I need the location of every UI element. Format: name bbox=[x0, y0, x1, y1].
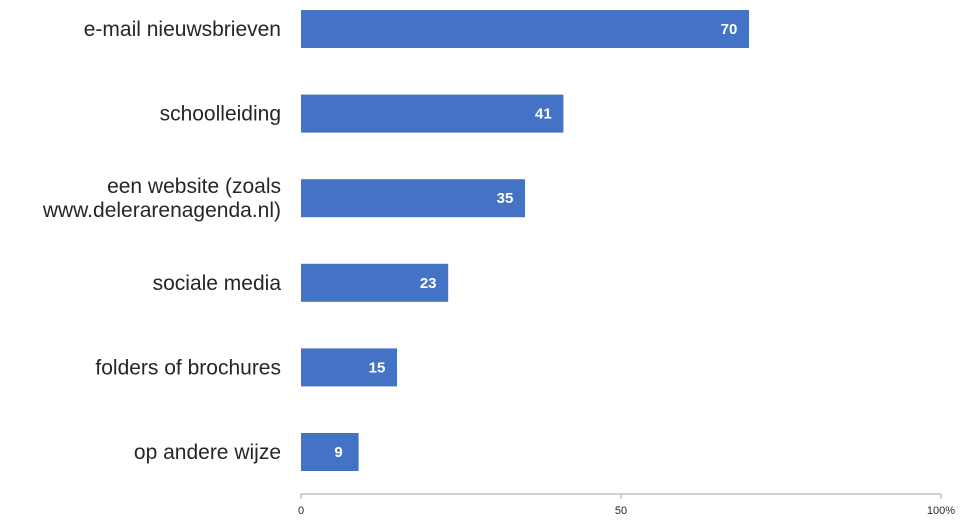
data-label: 41 bbox=[535, 106, 552, 123]
x-axis: 0 50 100% bbox=[298, 493, 955, 517]
bar bbox=[301, 94, 564, 133]
category-label: een website (zoals bbox=[107, 175, 281, 198]
x-tick-label: 100% bbox=[927, 505, 955, 517]
bar bbox=[301, 433, 359, 471]
category-label: folders of brochures bbox=[95, 356, 281, 379]
category-labels-layer: e-mail nieuwsbrieven schoolleiding een web… bbox=[42, 18, 281, 464]
category-label: e-mail nieuwsbrieven bbox=[84, 18, 281, 41]
data-label: 15 bbox=[369, 359, 386, 376]
x-tick-label: 0 bbox=[298, 505, 304, 517]
category-label: www.delerarenagenda.nl) bbox=[42, 199, 281, 222]
category-label: schoolleiding bbox=[160, 103, 281, 126]
data-label: 23 bbox=[420, 275, 437, 292]
bars-layer: 70 41 35 23 15 9 bbox=[301, 10, 749, 471]
data-label: 35 bbox=[497, 190, 514, 207]
bar bbox=[301, 179, 525, 218]
bar bbox=[301, 348, 397, 387]
bar bbox=[301, 263, 449, 302]
data-label: 70 bbox=[721, 21, 738, 38]
category-label: sociale media bbox=[153, 272, 282, 295]
data-label: 9 bbox=[334, 444, 342, 461]
bar bbox=[301, 10, 749, 48]
category-label: op andere wijze bbox=[134, 441, 281, 464]
x-tick-label: 50 bbox=[615, 505, 627, 517]
